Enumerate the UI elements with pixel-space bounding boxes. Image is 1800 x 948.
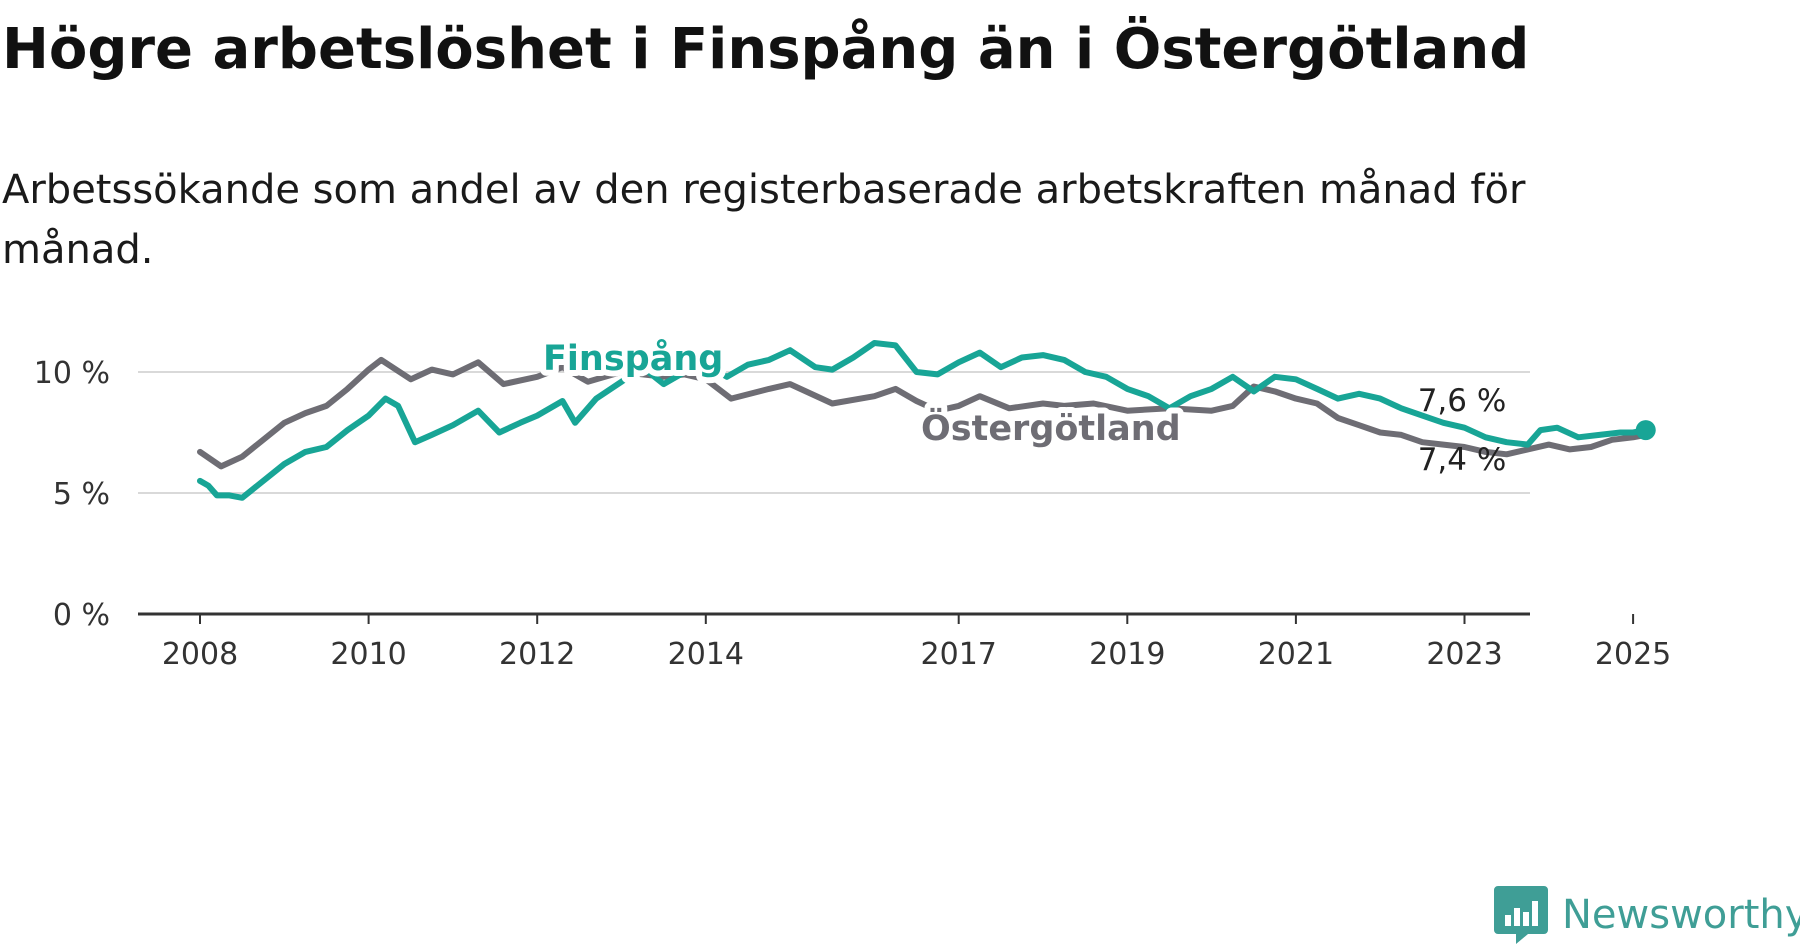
y-axis: 0 % 5 % 10 % <box>34 356 110 633</box>
series-label-ostergotland-text: Östergötland <box>921 407 1181 449</box>
series-line-finspng <box>197 340 1649 501</box>
y-tick-label: 10 % <box>34 356 110 391</box>
series-label-ostergotland-halo: Östergötland <box>921 407 1181 449</box>
x-tick-label: 2010 <box>330 637 406 672</box>
page-subtitle: Arbetssökande som andel av den registerb… <box>2 167 1526 273</box>
series-label-finspang-halo: Finspång <box>543 338 723 379</box>
chart-series <box>197 340 1649 501</box>
x-tick-label: 2023 <box>1426 637 1502 672</box>
series-label-finspang-text: Finspång <box>543 338 723 379</box>
x-tick-label: 2008 <box>162 637 238 672</box>
x-tick-label: 2021 <box>1258 637 1334 672</box>
series-end-marker <box>1635 420 1656 441</box>
end-label-ostergotland: 7,4 % <box>1418 442 1507 478</box>
y-tick-label: 0 % <box>53 598 110 633</box>
y-tick-label: 5 % <box>53 477 110 512</box>
x-tick-label: 2017 <box>921 637 997 672</box>
x-tick-label: 2012 <box>499 637 575 672</box>
x-axis: 2008 2010 2012 2014 2017 2019 2021 2023 2025 <box>162 614 1671 672</box>
page-title: Högre arbetslöshet i Finspång än i Öster… <box>2 17 1530 82</box>
x-tick-label: 2019 <box>1089 637 1165 672</box>
newsworthy-logo-icon <box>1494 886 1548 944</box>
x-tick-label: 2025 <box>1595 637 1671 672</box>
series-line-stergtland <box>197 356 1649 470</box>
brand-name: Newsworthy <box>1562 892 1800 938</box>
end-label-finspang: 7,6 % <box>1418 383 1507 419</box>
brand: Newsworthy <box>1494 886 1800 944</box>
x-tick-label: 2014 <box>668 637 744 672</box>
